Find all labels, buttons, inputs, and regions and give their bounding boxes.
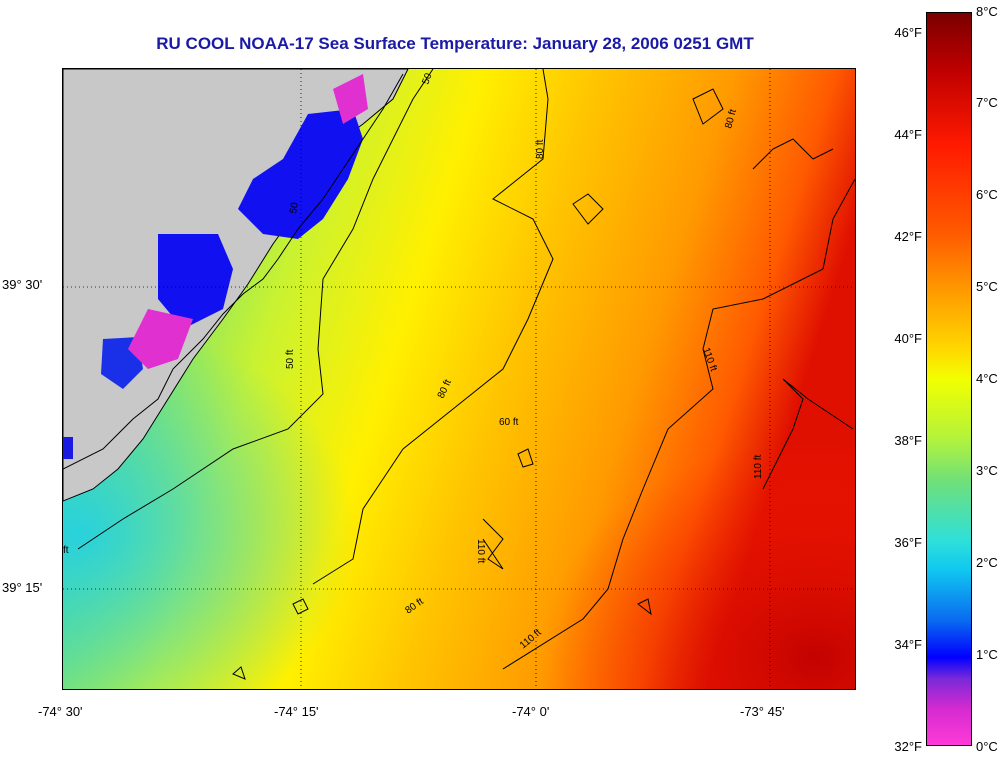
contour-label: 110 ft — [753, 455, 764, 479]
temperature-colorbar — [926, 12, 972, 746]
cold-bay-north — [238, 109, 363, 239]
graticule — [63, 69, 855, 689]
land-mass — [63, 69, 409, 502]
contour-label: 60 ft — [499, 417, 519, 428]
colorbar-fahrenheit-label: 36°F — [894, 535, 922, 550]
sst-map: 50 80 ft 50 ft 80 ft 60 ft 80 ft 110 ft … — [62, 68, 856, 690]
contour-label: 80 ft — [535, 139, 546, 159]
colorbar-fahrenheit-label: 34°F — [894, 637, 922, 652]
magenta-marsh-north — [333, 74, 368, 124]
colorbar-fahrenheit-label: 46°F — [894, 25, 922, 40]
depth-contours — [77, 69, 855, 680]
colorbar-celsius-label: 5°C — [976, 279, 998, 294]
cold-bay-mid — [158, 234, 233, 329]
colorbar-fahrenheit-label: 38°F — [894, 433, 922, 448]
colorbar-fahrenheit-label: 42°F — [894, 229, 922, 244]
sst-map-canvas: 50 80 ft 50 ft 80 ft 60 ft 80 ft 110 ft … — [63, 69, 855, 689]
contour-label: 110 ft — [475, 539, 486, 563]
lat-label: 39° 30' — [2, 277, 43, 292]
colorbar-fahrenheit-label: 44°F — [894, 127, 922, 142]
colorbar-celsius-label: 8°C — [976, 4, 998, 19]
contour-label: 50 ft — [285, 349, 296, 369]
lon-label: -73° 45' — [740, 704, 785, 719]
magenta-marsh — [128, 309, 193, 369]
lon-label: -74° 0' — [512, 704, 550, 719]
map-title: RU COOL NOAA-17 Sea Surface Temperature:… — [156, 34, 754, 53]
colorbar-celsius-label: 7°C — [976, 95, 998, 110]
colorbar-celsius-label: 3°C — [976, 463, 998, 478]
contour-label: 80 ft — [723, 108, 739, 130]
lon-label: -74° 30' — [38, 704, 83, 719]
contour-label: 50 — [288, 201, 301, 214]
colorbar-celsius-label: 1°C — [976, 647, 998, 662]
colorbar-celsius-label: 2°C — [976, 555, 998, 570]
contour-label: ft — [63, 545, 69, 556]
lat-label: 39° 15' — [2, 580, 43, 595]
contour-label: 50 — [420, 71, 434, 86]
colorbar-celsius-label: 4°C — [976, 371, 998, 386]
cold-spot-west — [63, 437, 73, 459]
colorbar-fahrenheit-label: 32°F — [894, 739, 922, 754]
colorbar-fahrenheit-label: 40°F — [894, 331, 922, 346]
coastline — [63, 73, 404, 470]
colorbar-celsius-label: 0°C — [976, 739, 998, 754]
lon-label: -74° 15' — [274, 704, 319, 719]
colorbar-celsius-label: 6°C — [976, 187, 998, 202]
